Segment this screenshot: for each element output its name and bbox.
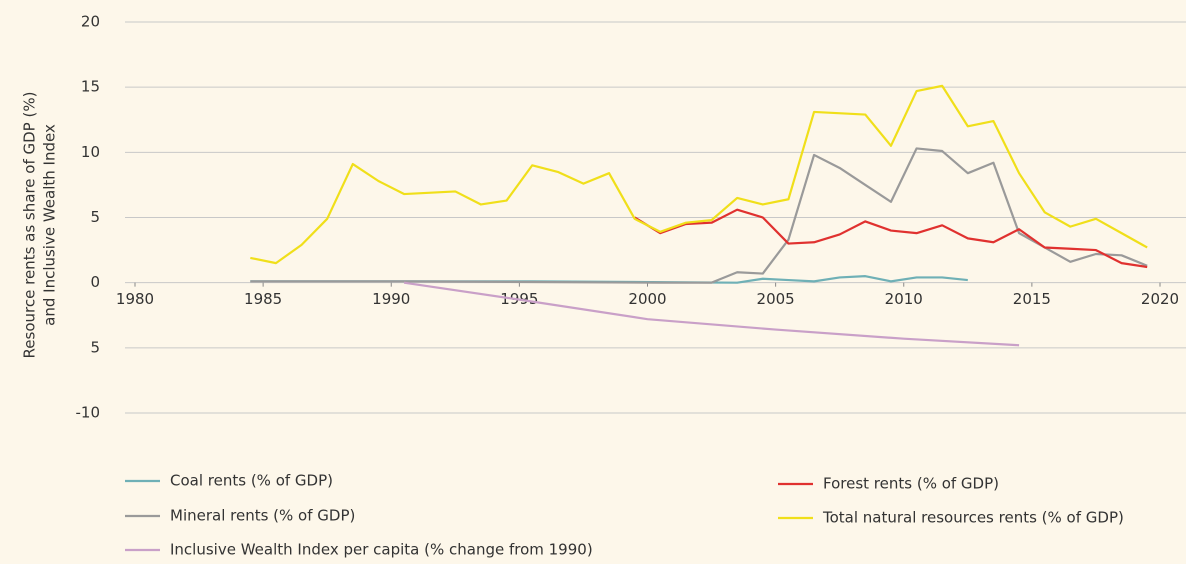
x-tick-label: 1980 — [116, 290, 154, 308]
y-tick-label: 10 — [81, 143, 100, 161]
legend-label: Forest rents (% of GDP) — [823, 475, 999, 493]
x-tick-label: 2020 — [1141, 290, 1179, 308]
x-tick-label: 2005 — [757, 290, 795, 308]
legend-label: Coal rents (% of GDP) — [170, 472, 333, 490]
series-line — [403, 281, 1020, 347]
y-tick-label: 5 — [90, 208, 100, 226]
series-line — [250, 147, 1148, 284]
y-tick-label: 20 — [81, 13, 100, 31]
x-tick-label: 1990 — [372, 290, 410, 308]
legend-label: Total natural resources rents (% of GDP) — [822, 509, 1124, 527]
x-tick-label: 1985 — [244, 290, 282, 308]
y-tick-label: 15 — [81, 78, 100, 96]
y-tick-label: -10 — [76, 404, 101, 422]
x-tick-label: 2000 — [628, 290, 666, 308]
series-line — [250, 84, 1148, 265]
y-tick-label: 5 — [90, 338, 100, 356]
y-axis-label: Resource rents as share of GDP (%) — [21, 92, 39, 359]
y-axis-label: and Inclusive Wealth Index — [41, 124, 59, 326]
y-tick-label: 0 — [90, 273, 100, 291]
x-tick-label: 2010 — [885, 290, 923, 308]
legend-label: Mineral rents (% of GDP) — [170, 507, 355, 525]
x-tick-label: 2015 — [1013, 290, 1051, 308]
legend-label: Inclusive Wealth Index per capita (% cha… — [170, 541, 593, 559]
series-line — [634, 208, 1148, 269]
